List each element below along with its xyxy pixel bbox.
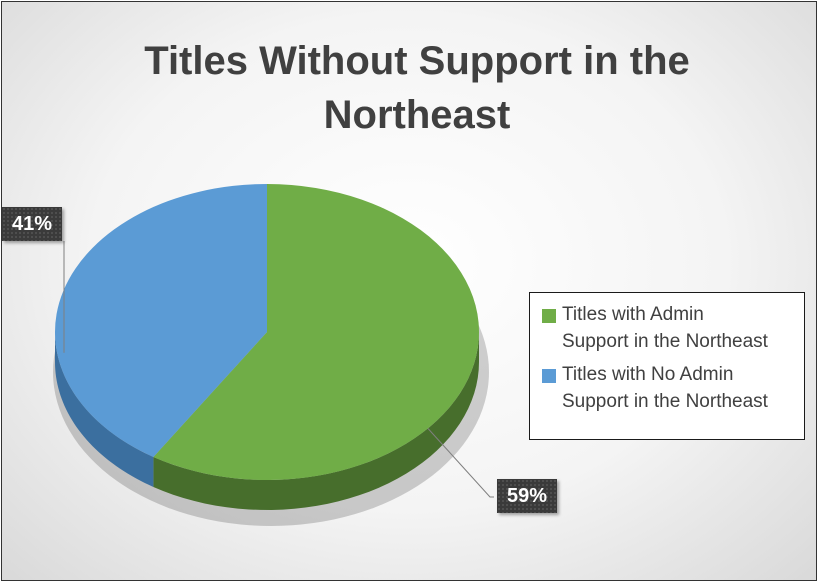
legend-text-admin-line-1: Titles with Admin [562,304,704,325]
data-label-admin-text: 59% [507,485,548,507]
legend: Titles with Admin Support in the Northea… [529,292,805,440]
legend-item-no-admin: Titles with No Admin Support in the Nort… [542,361,804,415]
data-label-no-admin: 41% [2,207,63,241]
data-label-no-admin-text: 41% [12,213,53,235]
leader-line-admin [427,428,494,498]
pie-slice-0 [153,184,479,481]
legend-swatch-admin [542,309,556,323]
legend-text-no-admin-line-2: Support in the Northeast [562,391,768,412]
pie-side-0 [153,332,479,510]
chart-title-line-2: Northeast [323,93,511,137]
legend-swatch-no-admin [542,369,556,383]
legend-text-no-admin-line-1: Titles with No Admin [562,364,734,385]
chart-title-line-1: Titles Without Support in the [144,39,690,83]
chart-title: Titles Without Support in the Northeast [2,34,816,142]
pie-slice-1 [54,183,267,457]
pie-side-1 [55,332,154,487]
data-label-admin: 59% [497,479,558,513]
legend-text-admin-line-2: Support in the Northeast [562,331,768,352]
legend-item-admin: Titles with Admin Support in the Northea… [542,301,804,355]
